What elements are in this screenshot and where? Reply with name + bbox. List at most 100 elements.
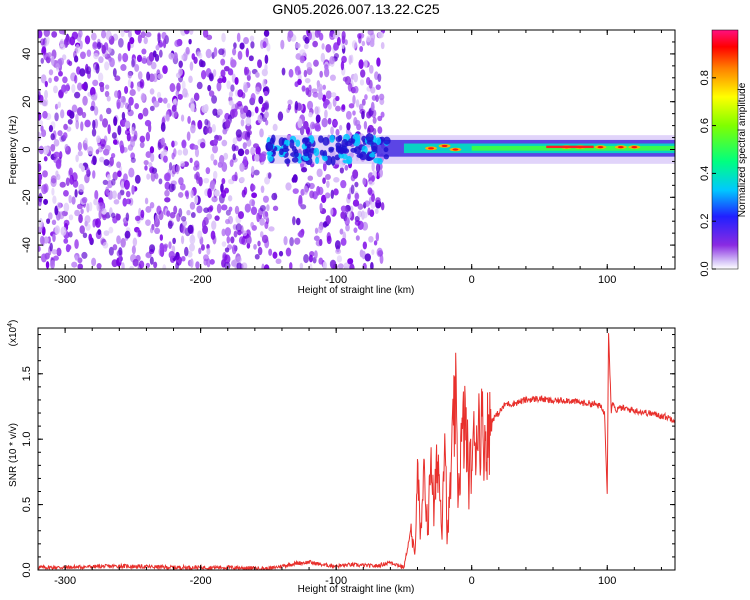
spectral-cell [134,102,139,110]
colorbar: 0.0 0.2 0.4 0.6 0.8 Normalized spectral ampl… [699,29,748,277]
spectral-cell [361,98,366,106]
spectral-cell [363,120,368,130]
spectral-cell [308,84,312,92]
band-cell [270,134,276,144]
spectral-cell [54,112,59,122]
spectral-cell [150,171,156,182]
spectral-cell [125,198,132,205]
spectral-cell [335,95,340,102]
band-cell [365,133,374,143]
spectral-cell [239,42,245,50]
snr-panel: -300 -200 -100 0 100 0.0 0.5 1.0 1.5 Height of … [7,320,676,595]
spectral-cell [90,94,98,101]
spectral-cell [62,76,68,84]
spectral-cell [43,30,51,37]
spectral-cell [81,196,88,204]
spectral-cell [152,73,158,83]
spectral-cell [139,141,145,149]
spectral-cell [156,91,162,99]
band-cell [346,155,353,165]
band-cell [330,155,336,166]
spectral-cell [181,255,186,262]
spectral-cell [175,262,180,269]
spectral-cell [164,189,170,197]
spectral-cell [261,263,265,269]
x-tick-label: -300 [54,575,76,587]
spectral-cell [39,217,43,228]
spectral-cell [52,233,56,243]
spectral-cell [108,246,114,256]
spectral-cell [149,227,154,234]
spectral-cell [224,261,231,269]
spectrogram-y-label: Frequency (Hz) [8,116,19,185]
spectral-cell [221,228,226,237]
spectral-cell [95,218,101,228]
y-tick-label: 0.5 [21,497,33,512]
spectral-cell [248,55,254,62]
spectral-cell [145,31,152,38]
spectral-cell [154,172,159,180]
spectral-cell [333,188,339,196]
spectral-cell [278,250,284,257]
spectral-cell [132,258,139,267]
spectral-cell [172,237,176,245]
spectral-cell [98,72,104,82]
spectral-cell [190,102,195,112]
band-cell [329,134,335,143]
spectral-cell [360,69,366,78]
spectral-cell [90,32,97,41]
peak-core [631,146,638,149]
spectral-cell [335,105,341,112]
spectral-cell [220,69,226,78]
spectral-cell [53,139,60,147]
snr-y-ticks: 0.0 0.5 1.0 1.5 [21,334,675,578]
spectral-cell [272,123,278,132]
spectral-cell [303,120,309,130]
spectral-cell [313,59,319,67]
spectral-cell [210,230,216,240]
colorbar-tick-label: 0.8 [699,70,711,85]
spectral-cell [194,147,200,158]
spectral-cell [203,177,210,184]
spectral-cell [74,74,78,84]
spectral-cell [184,246,189,257]
spectral-cell [224,254,231,264]
spectral-cell [340,180,347,189]
spectral-cell [131,184,135,195]
band-cell [315,156,320,165]
band-cell [365,156,373,161]
spectral-cell [354,192,360,201]
spectral-cell [380,202,385,211]
spectral-cell [364,94,368,100]
spectral-cell [116,98,121,109]
colorbar-ticks: 0.0 0.2 0.4 0.6 0.8 [699,70,716,277]
colorbar-tick-label: 0.4 [699,166,711,181]
spectral-cell [209,258,215,265]
spectral-cell [97,229,102,235]
spectral-cell [244,203,251,213]
spectral-cell [335,128,340,136]
spectral-cell [324,192,331,199]
spectral-cell [86,66,92,75]
spectral-cell [325,215,331,225]
band-cell [323,155,328,162]
spectral-cell [287,99,293,106]
spectral-cell [43,236,49,244]
spectral-cell [190,189,194,199]
spectral-cell [175,165,180,175]
spectral-cell [225,218,231,225]
spectral-cell [241,262,248,269]
spectral-cell [153,100,160,108]
spectral-cell [136,54,143,63]
spectral-cell [310,121,316,130]
spectral-cell [38,30,43,39]
spectral-cell [319,202,323,212]
spectral-cell [326,235,332,245]
spectral-cell [86,49,92,57]
spectral-cell [50,55,55,66]
spectral-cell [329,74,336,81]
spectral-cell [298,197,303,207]
spectral-cell [353,73,359,83]
spectral-cell [307,31,312,41]
